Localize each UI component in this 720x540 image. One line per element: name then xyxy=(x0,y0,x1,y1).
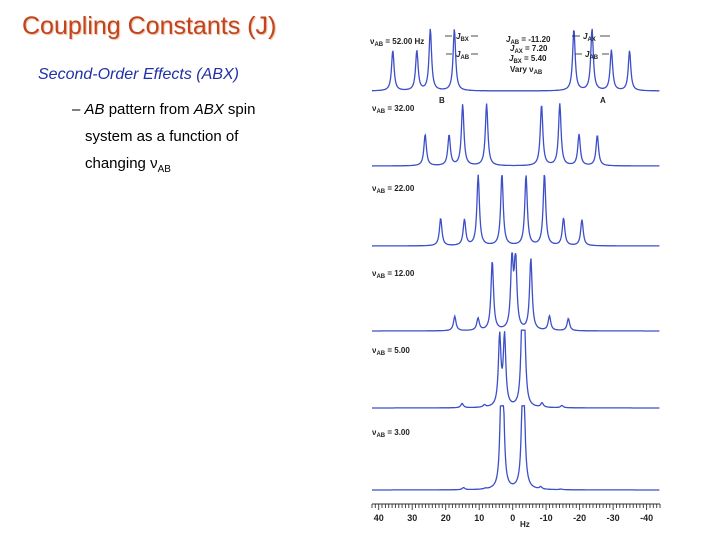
x-axis: 40 30 20 10 0 -10 -20 -30 -40 xyxy=(371,503,661,523)
slide-subtitle: Second-Order Effects (ABX) xyxy=(38,66,239,83)
spectrum-label-5: νAB = 3.00 xyxy=(372,428,410,439)
axis-unit-label: Hz xyxy=(520,520,530,529)
spectrum-line-4 xyxy=(372,329,660,409)
jax-right-label: JAX xyxy=(583,32,596,43)
spectra-group: νAB = 32.00 νAB = 22.00 νAB = 12.00 νAB = 5… xyxy=(372,28,660,491)
bullet-changing: changing xyxy=(85,155,151,172)
x-tick-label: -20 xyxy=(573,513,586,523)
bullet-dash: – xyxy=(72,101,81,118)
jab-value-label: JAB = -11.20 xyxy=(506,35,551,46)
spectrum-line-5 xyxy=(372,405,660,491)
jab-left-label: JAB xyxy=(456,50,470,61)
nu-ab-top-label: νAB = 52.00 Hz xyxy=(370,37,424,48)
spectrum-label-3: νAB = 12.00 xyxy=(372,269,415,280)
x-tick-label: 30 xyxy=(407,513,417,523)
x-tick-label: 40 xyxy=(374,513,384,523)
x-tick-label: 0 xyxy=(510,513,515,523)
x-tick-label: 10 xyxy=(474,513,484,523)
bullet-line3: changing νAB xyxy=(72,150,282,183)
b-label: B xyxy=(439,96,445,105)
bullet-abx: ABX xyxy=(193,101,224,118)
x-tick-label: -40 xyxy=(640,513,653,523)
x-tick-label: -10 xyxy=(540,513,553,523)
spectrum-label-2: νAB = 22.00 xyxy=(372,184,415,195)
bullet-nu: ν xyxy=(150,155,158,172)
x-tick-label: 20 xyxy=(441,513,451,523)
spectrum-label-4: νAB = 5.00 xyxy=(372,346,410,357)
spectrum-label-1: νAB = 32.00 xyxy=(372,104,415,115)
spectrum-line-2 xyxy=(372,174,660,247)
slide-title: Coupling Constants (J) xyxy=(22,12,277,40)
vary-label: Vary νAB xyxy=(510,65,543,76)
spectrum-line-1 xyxy=(372,103,660,167)
bullet-line2: system as a function of xyxy=(85,128,239,145)
bullet-ab: AB xyxy=(84,101,105,118)
bullet-spin: spin xyxy=(223,101,256,118)
jax-value-label: JAX = 7.20 xyxy=(510,44,548,55)
jbx-label: JBX xyxy=(456,32,469,43)
x-tick-label: -30 xyxy=(607,513,620,523)
bullet-nu-sub: AB xyxy=(157,164,171,175)
bullet-pattern-from: pattern from xyxy=(104,101,194,118)
jbx-value-label: JBX = 5.40 xyxy=(509,54,547,65)
a-label: A xyxy=(600,96,606,105)
j-arrows xyxy=(445,35,610,55)
spectrum-line-3 xyxy=(372,252,660,332)
spectrum-line-0 xyxy=(372,28,660,92)
jab-right-label: JAB xyxy=(585,50,599,61)
bullet-text: – AB pattern from ABX spin system as a f… xyxy=(72,96,282,183)
